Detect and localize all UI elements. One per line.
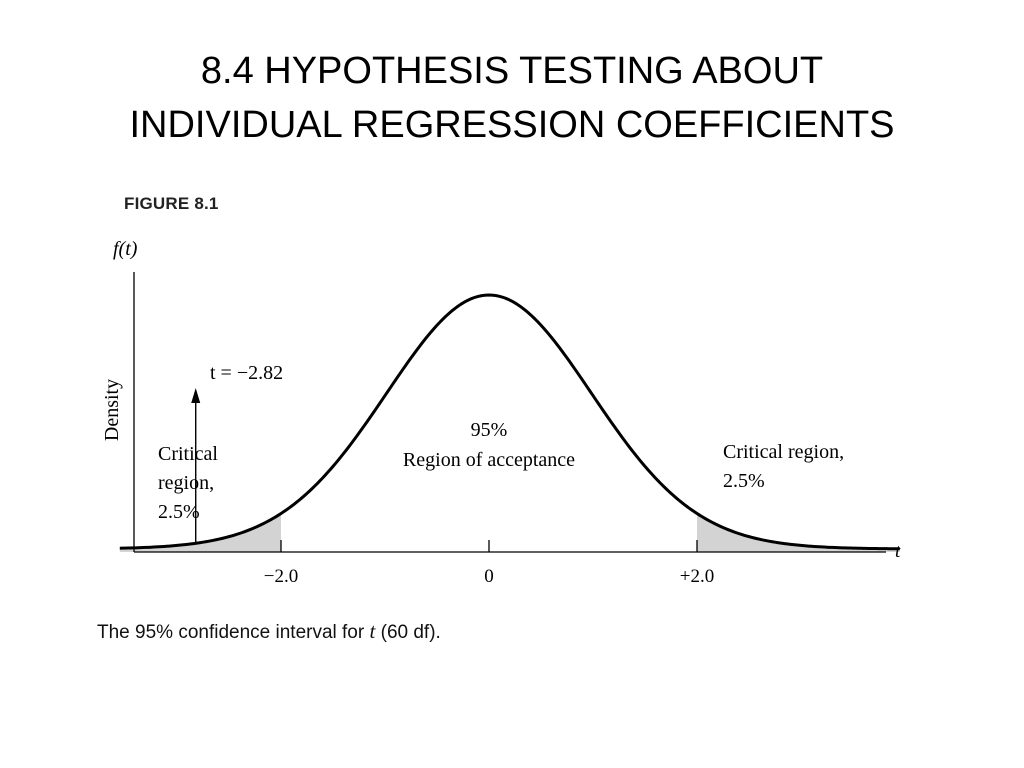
caption-suffix: (60 df).	[375, 622, 441, 643]
slide-title-line-2: INDIVIDUAL REGRESSION COEFFICIENTS	[129, 104, 895, 146]
figure-caption: The 95% confidence interval for t (60 df…	[97, 619, 441, 644]
right-critical-label-line-2: 2.5%	[723, 470, 765, 492]
caption-prefix: The 95% confidence interval for	[97, 622, 370, 643]
slide-title-line-1: 8.4 HYPOTHESIS TESTING ABOUT	[200, 50, 824, 92]
observed-t-arrowhead	[191, 388, 201, 403]
figure-label: FIGURE 8.1	[124, 194, 219, 213]
y-axis-function-label: f(t)	[113, 238, 138, 260]
right-critical-label-line-1: Critical region,	[723, 441, 844, 463]
acceptance-percent-label: 95%	[471, 419, 508, 441]
density-curve	[119, 293, 900, 551]
acceptance-region-label: Region of acceptance	[403, 449, 575, 471]
left-critical-label-line-1: Critical	[158, 443, 218, 465]
y-axis-label: Density	[101, 379, 123, 441]
left-critical-region-shade	[119, 513, 281, 552]
right-critical-region-shade	[697, 513, 900, 552]
left-critical-label-line-2: region,	[158, 472, 214, 494]
observed-t-label: t = −2.82	[210, 362, 283, 384]
x-tick-label-0: 0	[484, 566, 494, 587]
x-axis-label: t	[895, 541, 901, 562]
x-tick-label-neg2: −2.0	[264, 566, 298, 587]
left-critical-label-line-3: 2.5%	[158, 501, 200, 523]
caption-variable: t	[369, 619, 376, 643]
slide-title: 8.4 HYPOTHESIS TESTING ABOUT INDIVIDUAL …	[0, 44, 1024, 152]
x-tick-label-pos2: +2.0	[680, 566, 714, 587]
